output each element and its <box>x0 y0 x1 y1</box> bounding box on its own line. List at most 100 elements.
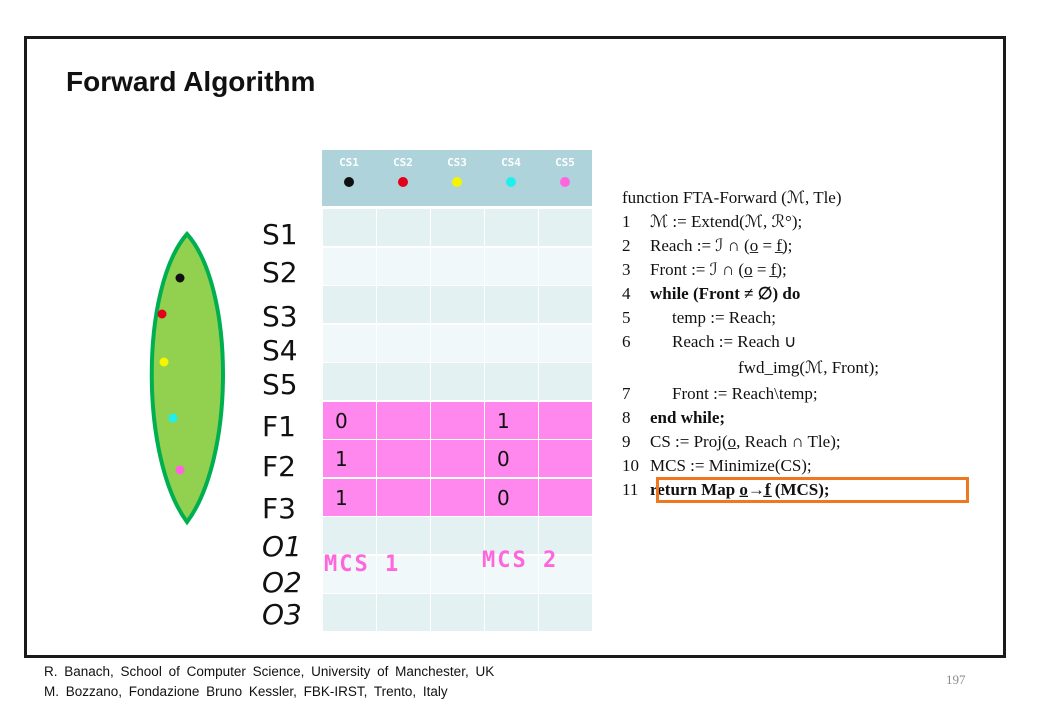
grid-cell <box>538 516 592 554</box>
grid-cell <box>484 593 538 631</box>
line-number: 11 <box>622 480 639 499</box>
column-header-cs5: CS5 <box>538 150 592 206</box>
grid-row-s3 <box>322 285 592 323</box>
column-header-cs2: CS2 <box>376 150 430 206</box>
state-label-s3: S3 <box>262 300 298 333</box>
grid-cell <box>484 285 538 323</box>
grid-cell <box>484 554 538 593</box>
grid-cell <box>430 208 484 246</box>
line-code: temp := Reach; <box>672 308 777 327</box>
grid-cell <box>430 400 484 439</box>
grid-cell <box>430 439 484 477</box>
grid-cell: 0 <box>484 477 538 516</box>
grid-cell <box>538 323 592 362</box>
leaf-dot <box>159 357 169 367</box>
column-dot-icon <box>506 177 516 187</box>
mcs1-label: MCS 1 <box>324 552 401 577</box>
mcs2-label: MCS 2 <box>482 548 559 573</box>
column-label: CS2 <box>393 156 413 169</box>
grid-cell <box>484 362 538 400</box>
grid-row-s2 <box>322 246 592 285</box>
grid-cell <box>322 516 376 554</box>
leaf-shape <box>149 230 225 526</box>
column-dot-icon <box>560 177 570 187</box>
leaf-dot <box>175 465 185 475</box>
line-code: ℳ := Extend(ℳ, ℛ°); <box>650 212 803 231</box>
page-number: 197 <box>946 672 966 687</box>
grid-cell <box>538 208 592 246</box>
grid-header: CS1 CS2 CS3 CS4 CS5 <box>322 150 592 206</box>
grid-cell <box>484 246 538 285</box>
grid-cell <box>376 246 430 285</box>
grid-cell <box>484 516 538 554</box>
grid-cell: 1 <box>484 400 538 439</box>
line-code: return Map o̲→f̲ (MCS); <box>650 480 830 499</box>
grid-cell: 0 <box>322 400 376 439</box>
footer-credits: R. Banach, School of Computer Science, U… <box>44 662 494 702</box>
grid-cell <box>430 516 484 554</box>
grid-cell: 0 <box>484 439 538 477</box>
grid-cell <box>538 400 592 439</box>
column-dot-icon <box>452 177 462 187</box>
line-number: 4 <box>622 284 631 303</box>
leaf-dot <box>157 309 167 319</box>
grid-row-o3 <box>322 593 592 631</box>
grid-cell <box>376 400 430 439</box>
line-code: Front := ℐ ∩ (o̲ = f̲); <box>650 260 787 279</box>
grid-cell <box>538 246 592 285</box>
grid-cell <box>376 554 430 593</box>
grid-cell <box>376 516 430 554</box>
line-code: CS := Proj(o̲, Reach ∩ Tle); <box>650 432 841 451</box>
line-code: MCS := Minimize(CS); <box>650 456 812 475</box>
state-label-o2: O2 <box>262 566 302 599</box>
grid-cell <box>376 362 430 400</box>
fault-leaf-diagram <box>149 230 225 526</box>
line-number: 9 <box>622 432 631 451</box>
line-code: while (Front ≠ ∅) do <box>650 284 801 303</box>
footer-line-1: R. Banach, School of Computer Science, U… <box>44 664 495 679</box>
grid-row-s5 <box>322 362 592 400</box>
grid-cell <box>430 593 484 631</box>
column-header-cs4: CS4 <box>484 150 538 206</box>
line-code: fwd_img(ℳ, Front); <box>738 358 879 377</box>
grid-cell: 1 <box>322 477 376 516</box>
grid-cell <box>538 593 592 631</box>
grid-cell <box>376 208 430 246</box>
line-number: 1 <box>622 212 631 231</box>
line-code: Reach := Reach ∪ <box>672 332 797 351</box>
state-label-f1: F1 <box>262 410 296 443</box>
grid-row-o2 <box>322 554 592 593</box>
grid-cell <box>430 323 484 362</box>
column-label: CS3 <box>447 156 467 169</box>
grid-cell <box>430 362 484 400</box>
grid-cell <box>322 285 376 323</box>
slide-frame <box>24 36 1006 658</box>
grid-cell: 1 <box>322 439 376 477</box>
line-number: 3 <box>622 260 631 279</box>
grid-cell <box>430 477 484 516</box>
grid-cell <box>538 554 592 593</box>
state-label-o3: O3 <box>262 598 302 631</box>
grid-cell <box>322 208 376 246</box>
line-code: Reach := ℐ ∩ (o̲ = f̲); <box>650 236 793 255</box>
line-number: 6 <box>622 332 631 351</box>
grid-cell <box>376 477 430 516</box>
state-label-f3: F3 <box>262 492 296 525</box>
line-number: 8 <box>622 408 631 427</box>
slide-title: Forward Algorithm <box>66 66 316 97</box>
leaf-dots <box>157 273 185 475</box>
column-label: CS5 <box>555 156 575 169</box>
grid-row-s1 <box>322 208 592 246</box>
column-label: CS4 <box>501 156 521 169</box>
grid-cell <box>538 439 592 477</box>
algorithm-header-text: function FTA-Forward (ℳ, Tle) <box>622 188 842 207</box>
grid-cell <box>538 477 592 516</box>
grid-cell <box>376 593 430 631</box>
line-number: 5 <box>622 308 631 327</box>
column-label: CS1 <box>339 156 359 169</box>
line-number: 10 <box>622 456 639 475</box>
grid-cell <box>322 554 376 593</box>
return-line-highlight <box>656 477 969 503</box>
